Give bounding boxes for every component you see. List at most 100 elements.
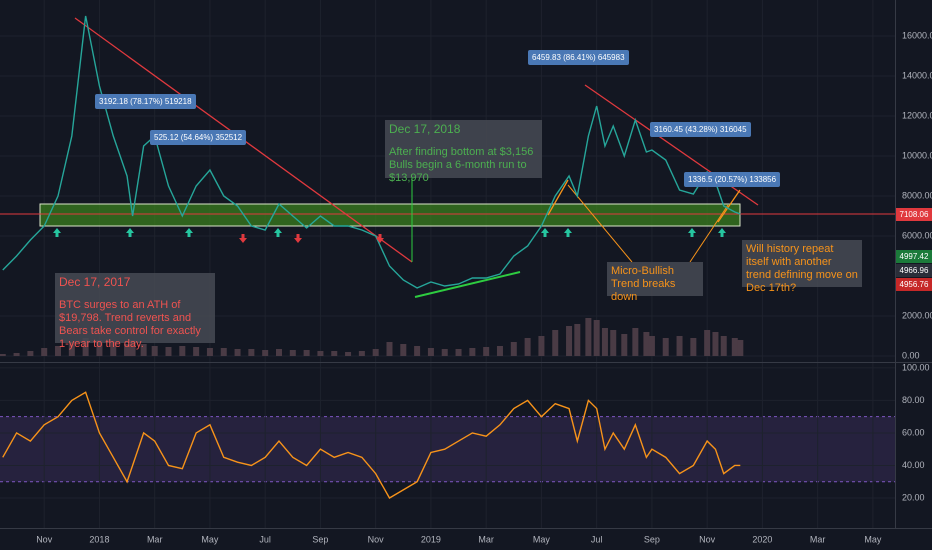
volume-bar <box>712 332 719 356</box>
volume-bar <box>662 338 669 356</box>
volume-bar <box>552 330 559 356</box>
callout-line <box>567 184 633 263</box>
volume-bar <box>400 344 407 356</box>
rsi-tick-label: 100.00 <box>902 362 930 372</box>
volume-bar <box>469 348 476 356</box>
volume-bar <box>358 351 365 356</box>
up-arrow <box>718 228 726 237</box>
annotation: Dec 17, 2018 After finding bottom at $3,… <box>385 120 542 184</box>
rsi-tick-label: 40.00 <box>902 460 925 470</box>
x-tick-label: May <box>864 534 882 544</box>
price-badge: 4966.96 <box>896 264 932 277</box>
volume-bar <box>427 348 434 356</box>
x-tick-label: 2020 <box>752 534 772 544</box>
annotation-text: Will history repeat itself with another … <box>746 243 858 294</box>
volume-bar <box>110 342 117 356</box>
micro-trend <box>547 179 569 216</box>
volume-bar <box>41 348 48 356</box>
volume-bar <box>317 351 324 356</box>
volume-bar <box>593 320 600 356</box>
grid <box>0 0 895 528</box>
x-tick-label: Nov <box>699 534 716 544</box>
volume-bar <box>574 324 581 356</box>
y-tick-label: 10000.00 <box>902 150 932 160</box>
x-tick-label: Sep <box>644 534 660 544</box>
volume-bar <box>331 351 338 356</box>
annotation-title: Dec 17, 2018 <box>389 122 461 136</box>
price-badge: 4956.76 <box>896 278 932 291</box>
range-label: 1336.5 (20.57%) 133856 <box>684 172 781 187</box>
volume-bar <box>165 347 172 356</box>
volume-bar <box>737 340 744 356</box>
x-tick-label: Mar <box>147 534 163 544</box>
volume-bar <box>262 350 269 356</box>
x-tick-label: Sep <box>312 534 328 544</box>
down-arrow <box>239 234 247 243</box>
micro-trend <box>717 189 741 223</box>
y-tick-label: 14000.00 <box>902 70 932 80</box>
volume-bar <box>234 349 241 356</box>
x-tick-label: Nov <box>368 534 385 544</box>
volume-bar <box>289 350 296 356</box>
volume-bar <box>690 338 697 356</box>
volume-bar <box>455 349 462 356</box>
volume-bar <box>720 336 727 356</box>
volume-bar <box>510 342 517 356</box>
volume-bar <box>601 328 608 356</box>
range-label: 525.12 (54.64%) 352512 <box>150 130 247 145</box>
y-tick-label: 8000.00 <box>902 190 932 200</box>
up-arrow <box>53 228 61 237</box>
up-arrow <box>541 228 549 237</box>
y-tick-label: 0.00 <box>902 350 920 360</box>
up-arrow <box>126 228 134 237</box>
volume-bar <box>179 346 186 356</box>
volume-bar <box>55 346 62 356</box>
y-tick-label: 2000.00 <box>902 310 932 320</box>
bull-trend-line <box>414 271 521 298</box>
x-tick-label: Jul <box>591 534 603 544</box>
volume-bar <box>414 346 421 356</box>
up-arrow <box>274 228 282 237</box>
x-tick-label: Mar <box>478 534 494 544</box>
annotation-text: Micro-Bullish Trend breaks down <box>611 265 676 303</box>
x-tick-label: 2019 <box>421 534 441 544</box>
range-label: 3192.18 (78.17%) 519218 <box>95 94 196 109</box>
annotation-text: BTC surges to an ATH of $19,798. Trend r… <box>59 299 201 350</box>
volume-bar <box>632 328 639 356</box>
marks: Nov 2018 Mar May Jul Sep Nov 2019 Mar May Jul Sep No… <box>0 15 932 544</box>
volume-bar <box>193 347 200 356</box>
volume-bar <box>704 330 711 356</box>
volume-bar <box>386 342 393 356</box>
up-arrow <box>185 228 193 237</box>
volume-bar <box>524 338 531 356</box>
volume-bar <box>129 340 136 356</box>
volume-bar <box>140 344 147 356</box>
volume-bar <box>220 348 227 356</box>
volume-bar <box>585 318 592 356</box>
volume-bar <box>643 332 650 356</box>
volume-bar <box>82 338 89 356</box>
volume-bar <box>483 347 490 356</box>
volume-bar <box>0 354 6 356</box>
down-arrow <box>376 234 384 243</box>
price-line <box>2 15 741 289</box>
volume-bar <box>538 336 545 356</box>
annotation: Micro-Bullish Trend breaks down <box>607 262 703 303</box>
rsi-tick-label: 20.00 <box>902 492 925 502</box>
y-tick-label: 16000.00 <box>902 30 932 40</box>
volume-bar <box>621 334 628 356</box>
rsi-line <box>2 391 741 499</box>
x-tick-label: Jul <box>259 534 271 544</box>
support-zone <box>39 203 741 227</box>
volume-bar <box>441 349 448 356</box>
rsi-band <box>0 416 895 482</box>
y-tick-label: 6000.00 <box>902 230 932 240</box>
x-tick-label: May <box>533 534 551 544</box>
range-label: 6459.83 (86.41%) 645983 <box>528 50 629 65</box>
volume-bar <box>13 353 20 356</box>
volume-bar <box>496 346 503 356</box>
up-arrow <box>688 228 696 237</box>
volume-bar <box>566 326 573 356</box>
volume-bar <box>372 349 379 356</box>
